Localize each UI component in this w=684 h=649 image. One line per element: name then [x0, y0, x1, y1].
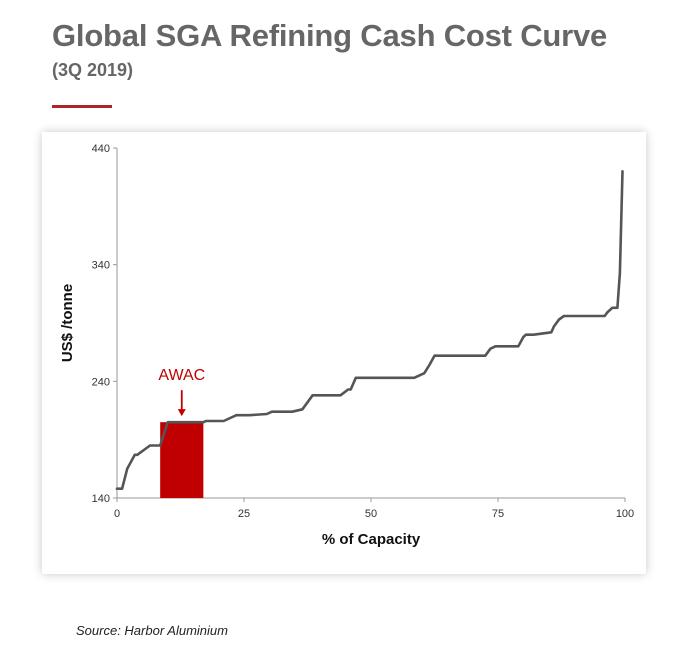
x-tick-label: 100 [616, 508, 634, 520]
x-tick-label: 25 [238, 508, 250, 520]
y-tick-label: 340 [92, 260, 110, 272]
y-tick-label: 140 [92, 493, 110, 505]
x-axis-label: % of Capacity [322, 531, 421, 548]
y-tick-label: 440 [92, 143, 110, 155]
x-ticks: 0 25 50 75 100 [114, 498, 634, 520]
chart-subtitle: (3Q 2019) [52, 60, 134, 80]
awac-highlight-bar [160, 422, 204, 498]
chart-title: Global SGA Refining Cash Cost Curve [52, 18, 608, 53]
x-tick-label: 0 [114, 508, 120, 520]
y-ticks: 140 240 340 440 [92, 143, 117, 505]
x-tick-label: 75 [492, 508, 504, 520]
cost-curve-chart: 140 240 340 440 0 25 50 75 100 AWAC % of Capaci… [59, 143, 634, 548]
awac-arrow-head [177, 409, 186, 417]
y-axis-label: US$ /tonne [59, 284, 76, 362]
x-tick-label: 50 [365, 508, 377, 520]
accent-bar [52, 105, 112, 108]
y-tick-label: 240 [92, 376, 110, 388]
cost-curve-line [115, 170, 624, 490]
awac-label: AWAC [158, 367, 205, 384]
chart-card: 140 240 340 440 0 25 50 75 100 AWAC % of Capaci… [42, 132, 646, 574]
source-note: Source: Harbor Aluminium [76, 623, 228, 638]
